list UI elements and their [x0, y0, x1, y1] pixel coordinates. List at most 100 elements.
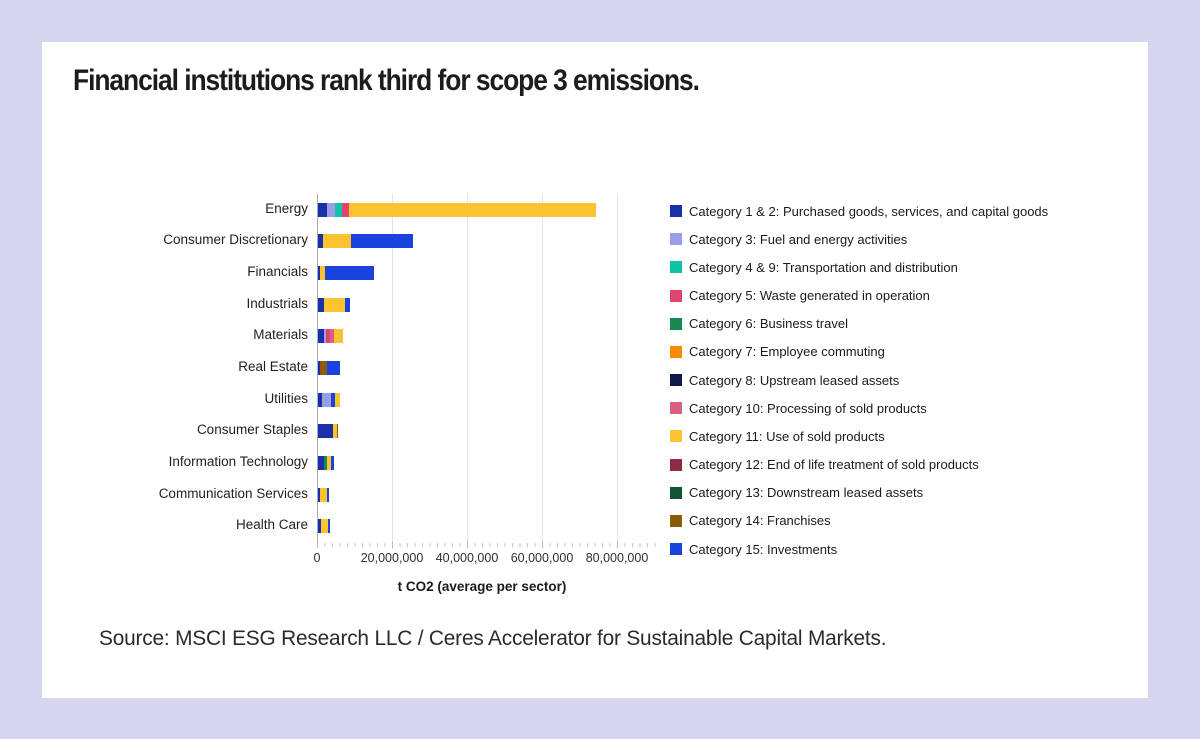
bar-segment: [318, 202, 328, 217]
bar-segment: [322, 234, 352, 249]
legend-label: Category 8: Upstream leased assets: [689, 372, 900, 388]
bar-segment: [351, 234, 413, 249]
bar-segment: [318, 487, 320, 502]
bar-row: [318, 361, 341, 375]
legend-label: Category 15: Investments: [689, 541, 838, 557]
page-title: Financial institutions rank third for sc…: [73, 64, 700, 97]
bar-segment: [318, 329, 324, 344]
bar-row: [318, 266, 375, 281]
legend-swatch-icon: [670, 402, 682, 415]
bar-segment: [319, 487, 327, 502]
legend-swatch-icon: [670, 430, 682, 443]
legend-label: Category 12: End of life treatment of so…: [689, 457, 979, 473]
legend: Category 1 & 2: Purchased goods, service…: [670, 42, 1130, 582]
legend-swatch-icon: [670, 205, 682, 217]
sector-label: Information Technology: [168, 453, 308, 469]
bar-row: [318, 519, 330, 534]
legend-item: Category 6: Business travel: [670, 316, 848, 332]
legend-swatch-icon: [670, 486, 682, 499]
bar-segment: [334, 202, 343, 217]
legend-item: Category 5: Waste generated in operation: [670, 288, 930, 304]
legend-item: Category 14: Franchises: [670, 513, 831, 529]
legend-swatch-icon: [670, 543, 682, 556]
bar-segment: [333, 329, 344, 344]
bar-segment: [318, 424, 333, 439]
bar-row: [318, 392, 341, 407]
bar-segment: [320, 266, 325, 281]
legend-swatch-icon: [670, 345, 682, 358]
legend-item: Category 11: Use of sold products: [670, 428, 885, 444]
bar-segment: [344, 297, 351, 312]
bar-segment: [320, 519, 329, 534]
legend-label: Category 6: Business travel: [689, 316, 848, 332]
bar-segment: [332, 424, 337, 439]
legend-label: Category 14: Franchises: [689, 513, 831, 529]
bar-row: [318, 297, 351, 312]
bar-segment: [318, 455, 324, 470]
sector-label: Materials: [253, 327, 308, 343]
legend-swatch-icon: [670, 317, 682, 330]
legend-label: Category 7: Employee commuting: [689, 344, 885, 360]
gridline: [392, 194, 393, 542]
bar-segment: [319, 361, 328, 375]
bar-segment: [318, 392, 322, 407]
legend-swatch-icon: [670, 514, 682, 527]
legend-label: Category 11: Use of sold products: [689, 428, 885, 444]
bar-row: [318, 455, 335, 470]
legend-label: Category 4 & 9: Transportation and distr…: [689, 259, 958, 275]
bar-segment: [335, 392, 341, 407]
sector-label: Real Estate: [238, 359, 308, 374]
bar-segment: [328, 519, 330, 534]
sector-label: Financials: [247, 264, 308, 280]
source-line: Source: MSCI ESG Research LLC / Ceres Ac…: [99, 626, 887, 650]
bar-segment: [329, 329, 334, 344]
sector-label: Consumer Staples: [196, 422, 308, 438]
bar-row: [318, 329, 344, 344]
bar-row: [318, 234, 413, 249]
bar-segment: [318, 519, 321, 534]
minor-tick-strip: [317, 543, 657, 547]
chart-card: Financial institutions rank third for sc…: [42, 42, 1148, 698]
x-tick-label: 0: [313, 551, 321, 565]
bar-segment: [318, 234, 323, 249]
legend-item: Category 3: Fuel and energy activities: [670, 231, 907, 247]
legend-label: Category 10: Processing of sold products: [689, 400, 927, 416]
gridline: [467, 194, 468, 542]
x-axis-title: t CO2 (average per sector): [397, 579, 567, 594]
bar-segment: [318, 361, 320, 375]
legend-swatch-icon: [670, 233, 682, 246]
legend-label: Category 5: Waste generated in operation: [689, 288, 930, 303]
bar-segment: [330, 455, 335, 470]
bar-segment: [342, 202, 350, 217]
x-tick-label: 80,000,000: [585, 551, 649, 565]
bar-segment: [324, 329, 326, 344]
x-tick-label: 40,000,000: [435, 551, 499, 565]
plot-area: [317, 194, 648, 542]
x-tick-label: 20,000,000: [360, 551, 424, 565]
bar-segment: [327, 202, 335, 217]
bar-segment: [318, 266, 321, 281]
bar-segment: [318, 297, 324, 312]
bar-row: [318, 424, 339, 439]
sector-label: Consumer Discretionary: [163, 232, 308, 248]
legend-item: Category 8: Upstream leased assets: [670, 372, 899, 388]
legend-item: Category 1 & 2: Purchased goods, service…: [670, 203, 1048, 219]
legend-item: Category 10: Processing of sold products: [670, 400, 927, 416]
legend-label: Category 1 & 2: Purchased goods, service…: [689, 203, 1049, 219]
bar-row: [318, 487, 329, 502]
legend-item: Category 13: Downstream leased assets: [670, 485, 923, 501]
legend-swatch-icon: [670, 458, 682, 471]
legend-swatch-icon: [670, 289, 682, 302]
bar-segment: [321, 392, 331, 407]
x-tick-label: 60,000,000: [510, 551, 574, 565]
sector-label: Utilities: [264, 390, 308, 406]
legend-item: Category 4 & 9: Transportation and distr…: [670, 259, 958, 275]
legend-item: Category 15: Investments: [670, 541, 837, 557]
legend-swatch-icon: [670, 261, 682, 274]
bar-segment: [330, 392, 336, 407]
bar-segment: [325, 329, 330, 344]
bar-segment: [327, 487, 329, 502]
legend-swatch-icon: [670, 374, 682, 387]
legend-label: Category 13: Downstream leased assets: [689, 485, 924, 501]
legend-item: Category 12: End of life treatment of so…: [670, 457, 979, 473]
